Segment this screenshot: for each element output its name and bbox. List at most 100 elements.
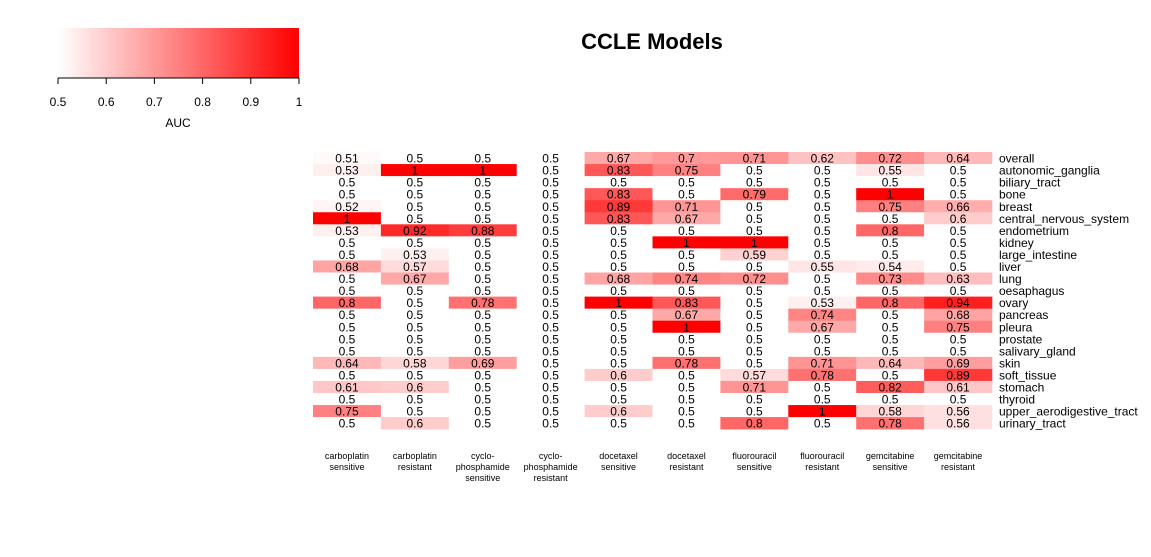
- column-label: carboplatin resistant: [393, 451, 437, 472]
- heatmap-cell: [380, 417, 450, 430]
- cell-value-label: 0.66: [946, 200, 970, 214]
- heatmap-cell: [924, 212, 993, 225]
- heatmap-cell: [856, 248, 925, 261]
- heatmap-cell: [720, 296, 789, 309]
- heatmap-cell: [584, 344, 653, 358]
- cell-value-label: 0.5: [407, 152, 424, 166]
- row-label: pleura: [999, 320, 1033, 334]
- cell-value-label: 0.5: [950, 393, 967, 407]
- heatmap-cell: [788, 164, 857, 177]
- cell-value-label: 0.83: [607, 188, 631, 202]
- cell-value-label: 0.5: [814, 417, 831, 431]
- cell-value-label: 0.89: [607, 200, 631, 214]
- heatmap-cell: [448, 332, 517, 346]
- cell-value-label: 0.5: [814, 344, 831, 358]
- cell-value-label: 0.5: [542, 212, 559, 226]
- cell-value-label: 0.5: [610, 417, 627, 431]
- cell-value-label: 0.5: [542, 393, 559, 407]
- heatmap-cell: [652, 212, 721, 225]
- heatmap-cell: [448, 188, 517, 201]
- cell-value-label: 0.5: [678, 332, 695, 346]
- heatmap-cell: [924, 152, 993, 165]
- heatmap-cell: [652, 320, 721, 334]
- cell-value-label: 0.6: [407, 417, 424, 431]
- column-labels: carboplatin sensitive carboplatin resistant…: [325, 451, 982, 483]
- cell-value-label: 0.5: [882, 332, 899, 346]
- cell-value-label: 0.5: [882, 248, 899, 262]
- heatmap-cell: [856, 200, 925, 213]
- cell-value-label: 0.5: [678, 188, 695, 202]
- cell-value-label: 0.5: [950, 260, 967, 274]
- heatmap-cell: [448, 405, 517, 418]
- cell-value-label: 0.5: [610, 320, 627, 334]
- cell-value-label: 0.5: [678, 405, 695, 419]
- column-label: cyclo-phosphamide sensitive: [456, 451, 510, 483]
- heatmap-cell: [856, 417, 925, 430]
- heatmap-cell: [788, 260, 857, 273]
- heatmap-cell: [380, 188, 450, 201]
- cell-value-label: 0.68: [335, 260, 359, 274]
- cell-value-label: 0.5: [474, 284, 491, 298]
- cell-value-label: 0.5: [542, 236, 559, 250]
- heatmap-cell: [584, 417, 653, 430]
- heatmap-cell: [788, 356, 857, 370]
- heatmap-cell: [856, 344, 925, 358]
- cell-value-label: 0.5: [746, 308, 763, 322]
- column-label: fluorouracil resistant: [800, 451, 844, 472]
- cell-value-label: 0.5: [882, 284, 899, 298]
- cell-value-label: 0.6: [610, 368, 627, 382]
- heatmap-cell: [652, 344, 721, 358]
- cell-value-label: 0.5: [474, 260, 491, 274]
- cell-value-label: 1: [479, 164, 486, 178]
- heatmap-cell: [788, 188, 857, 201]
- heatmap-cell: [924, 224, 993, 237]
- cell-value-label: 0.5: [950, 188, 967, 202]
- heatmap-cell: [788, 332, 857, 346]
- heatmap-cell: [380, 164, 450, 177]
- heatmap-cell: [584, 164, 653, 177]
- cell-value-label: 0.5: [610, 236, 627, 250]
- heatmap-cell: [856, 188, 925, 201]
- cell-value-label: 0.5: [407, 308, 424, 322]
- heatmap-cell: [788, 344, 857, 358]
- heatmap-cell: [788, 308, 857, 321]
- heatmap-cell: [652, 200, 721, 213]
- heatmap-cell: [652, 308, 721, 321]
- heatmap-cell: [788, 320, 857, 334]
- heatmap-cell: [448, 417, 517, 430]
- cell-value-label: 0.5: [746, 320, 763, 334]
- heatmap-cell: [516, 296, 585, 309]
- cell-value-label: 0.63: [946, 272, 970, 286]
- cell-value-label: 0.5: [882, 308, 899, 322]
- cell-value-label: 0.5: [407, 284, 424, 298]
- cell-value-label: 0.5: [678, 417, 695, 431]
- row-label: skin: [999, 356, 1020, 370]
- cell-value-label: 0.5: [474, 176, 491, 190]
- cell-value-label: 0.5: [610, 284, 627, 298]
- cell-value-label: 0.5: [407, 296, 424, 310]
- cell-value-label: 0.6: [610, 405, 627, 419]
- cell-value-label: 0.5: [746, 296, 763, 310]
- cell-value-label: 0.5: [814, 212, 831, 226]
- heatmap-cell: [380, 272, 450, 285]
- cell-value-label: 0.5: [542, 284, 559, 298]
- heatmap-cell: [924, 308, 993, 321]
- cell-value-label: 0.5: [950, 176, 967, 190]
- cell-value-label: 0.5: [814, 176, 831, 190]
- heatmap-cell: [788, 152, 857, 165]
- cell-value-label: 0.5: [678, 224, 695, 238]
- heatmap-cell: [788, 200, 857, 213]
- row-label: central_nervous_system: [999, 212, 1129, 226]
- cell-value-label: 0.5: [474, 308, 491, 322]
- heatmap-cell: [313, 224, 382, 237]
- heatmap-cell: [788, 405, 857, 418]
- cell-value-label: 0.5: [407, 344, 424, 358]
- cell-value-label: 0.5: [339, 320, 356, 334]
- colorbar-label: AUC: [165, 116, 191, 130]
- cell-value-label: 0.71: [743, 381, 767, 395]
- cell-value-label: 0.5: [882, 236, 899, 250]
- heatmap-cell: [313, 212, 382, 225]
- heatmap-cell: [380, 296, 450, 309]
- cell-value-label: 0.5: [474, 152, 491, 166]
- heatmap-cell: [652, 176, 721, 189]
